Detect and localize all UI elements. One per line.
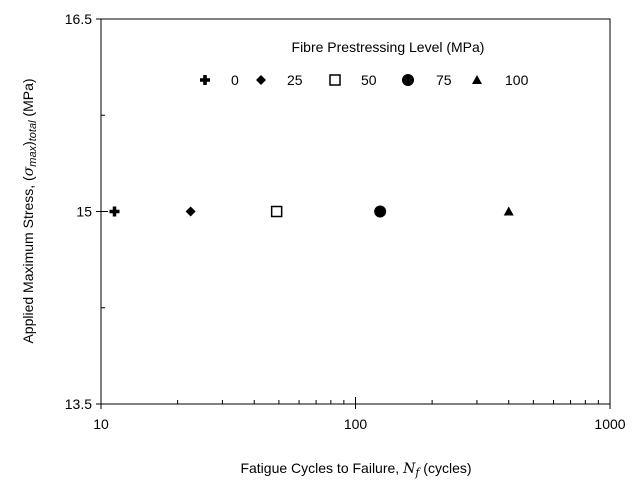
- plot-area: [100, 18, 611, 405]
- y-axis-label: Applied Maximum Stress, (σmax)total (MPa…: [20, 78, 39, 343]
- legend-marker-75: [402, 74, 414, 86]
- data-point-25: [185, 206, 196, 217]
- y-tick-label: 13.5: [65, 396, 92, 412]
- axis-labels: Fatigue Cycles to Failure, Nf (cycles) Ap…: [20, 78, 472, 479]
- legend-label: 0: [231, 72, 239, 88]
- legend-title: Fibre Prestressing Level (MPa): [292, 39, 485, 55]
- legend-marker-0: [200, 75, 210, 85]
- y-tick-label: 16.5: [65, 11, 92, 27]
- data-point-50: [270, 205, 283, 218]
- data-point-100: [503, 206, 514, 216]
- legend-marker-50: [329, 74, 341, 86]
- legend-marker-0-v: [203, 75, 207, 85]
- legend-label: 25: [287, 72, 303, 88]
- data-point-0: [109, 206, 120, 217]
- y-tick-label: 15: [76, 204, 92, 220]
- x-axis-label: Fatigue Cycles to Failure, Nf (cycles): [240, 460, 471, 479]
- x-tick-label: 10: [93, 416, 109, 432]
- legend-marker-100: [472, 75, 482, 84]
- legend-label: 50: [361, 72, 377, 88]
- legend: Fibre Prestressing Level (MPa) 0 25 50 75 100: [200, 39, 529, 88]
- data-point-75: [374, 205, 387, 218]
- x-tick-label: 1000: [594, 416, 625, 432]
- x-tick-label: 100: [344, 416, 368, 432]
- data-points: [109, 205, 514, 218]
- legend-marker-25: [256, 75, 266, 85]
- legend-label: 75: [436, 72, 452, 88]
- legend-label: 100: [505, 72, 529, 88]
- data-point-0-v: [112, 206, 117, 217]
